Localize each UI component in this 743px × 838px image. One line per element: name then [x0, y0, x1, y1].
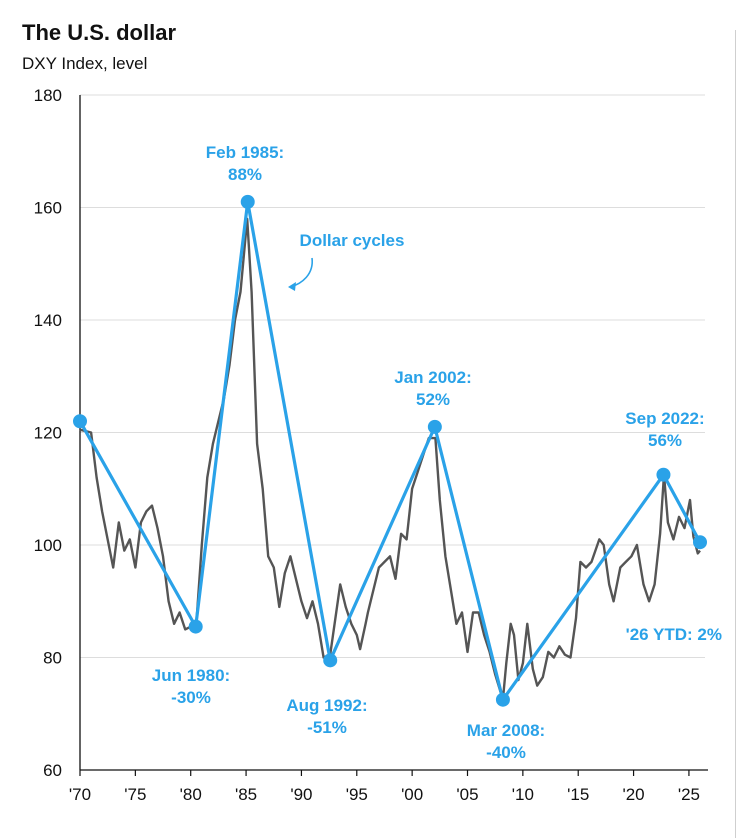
series-layer	[78, 200, 702, 702]
y-tick-label: 100	[34, 536, 62, 555]
x-tick-labels: '70 '75 '80 '85 '90 '95 '00 '05 '10 '15 '20 '25	[69, 785, 700, 804]
x-tick-label: '10	[512, 785, 534, 804]
y-tick-label: 80	[43, 649, 62, 668]
cycle-point	[73, 414, 87, 429]
annotations: Feb 1985: 88% Dollar cycles Jan 2002: 52% Sep…	[152, 143, 722, 762]
x-tick-label: '90	[290, 785, 312, 804]
annotation-label: Mar 2008: -40%	[467, 721, 545, 762]
dxy-index-line	[79, 217, 701, 701]
annotation-line: Feb 1985:	[206, 143, 284, 162]
gridlines	[80, 94, 705, 658]
annotation-label: Jun 1980: -30%	[152, 666, 230, 707]
annotation-label: Jan 2002: 52%	[394, 368, 472, 409]
axes	[79, 95, 708, 776]
cycle-point	[656, 467, 671, 482]
dollar-cycles-line	[78, 200, 702, 702]
x-tick-label: '05	[456, 785, 478, 804]
annotation-line: 88%	[228, 165, 262, 184]
cycle-point	[427, 419, 442, 434]
annotation-line: -40%	[486, 743, 526, 762]
annotation-arrow	[289, 257, 313, 288]
annotation-line: 52%	[416, 390, 450, 409]
cycle-point	[240, 194, 255, 209]
annotation-label: '26 YTD: 2%	[626, 625, 722, 644]
annotation-line: Sep 2022:	[625, 409, 704, 428]
frame-border	[735, 30, 736, 838]
cycle-point	[693, 535, 707, 550]
annotation-arrowhead	[288, 282, 296, 291]
annotation-line: Jun 1980:	[152, 666, 230, 685]
y-tick-labels: 60 80 100 120 140 160 180	[34, 86, 62, 780]
annotation-line: Dollar cycles	[300, 231, 405, 250]
x-tick-label: '20	[622, 785, 644, 804]
cycle-points	[73, 194, 707, 707]
x-tick-label: '75	[124, 785, 146, 804]
annotation-line: Mar 2008:	[467, 721, 545, 740]
y-tick-label: 180	[34, 86, 62, 105]
x-tick-label: '25	[678, 785, 700, 804]
cycle-point	[323, 653, 338, 668]
x-tick-label: '95	[346, 785, 368, 804]
y-tick-label: 60	[43, 761, 62, 780]
y-tick-label: 120	[34, 424, 62, 443]
annotation-line: Aug 1992:	[286, 696, 367, 715]
x-tick-label: '80	[180, 785, 202, 804]
annotation-label: Dollar cycles	[300, 231, 405, 250]
cycle-point	[188, 619, 203, 634]
cycle-point	[495, 692, 510, 707]
annotation-label: Aug 1992: -51%	[286, 696, 367, 737]
annotation-label: Feb 1985: 88%	[206, 143, 284, 184]
x-tick-label: '00	[401, 785, 423, 804]
x-tick-label: '15	[567, 785, 589, 804]
annotation-label: Sep 2022: 56%	[625, 409, 704, 450]
annotation-line: '26 YTD: 2%	[626, 625, 722, 644]
y-tick-label: 140	[34, 311, 62, 330]
annotation-line: -51%	[307, 718, 347, 737]
annotation-line: -30%	[171, 688, 211, 707]
y-tick-label: 160	[34, 199, 62, 218]
chart-subtitle: DXY Index, level	[22, 54, 148, 73]
annotation-line: 56%	[648, 431, 682, 450]
x-tick-label: '70	[69, 785, 91, 804]
annotation-line: Jan 2002:	[394, 368, 472, 387]
x-tick-label: '85	[235, 785, 257, 804]
chart-title: The U.S. dollar	[22, 20, 177, 45]
